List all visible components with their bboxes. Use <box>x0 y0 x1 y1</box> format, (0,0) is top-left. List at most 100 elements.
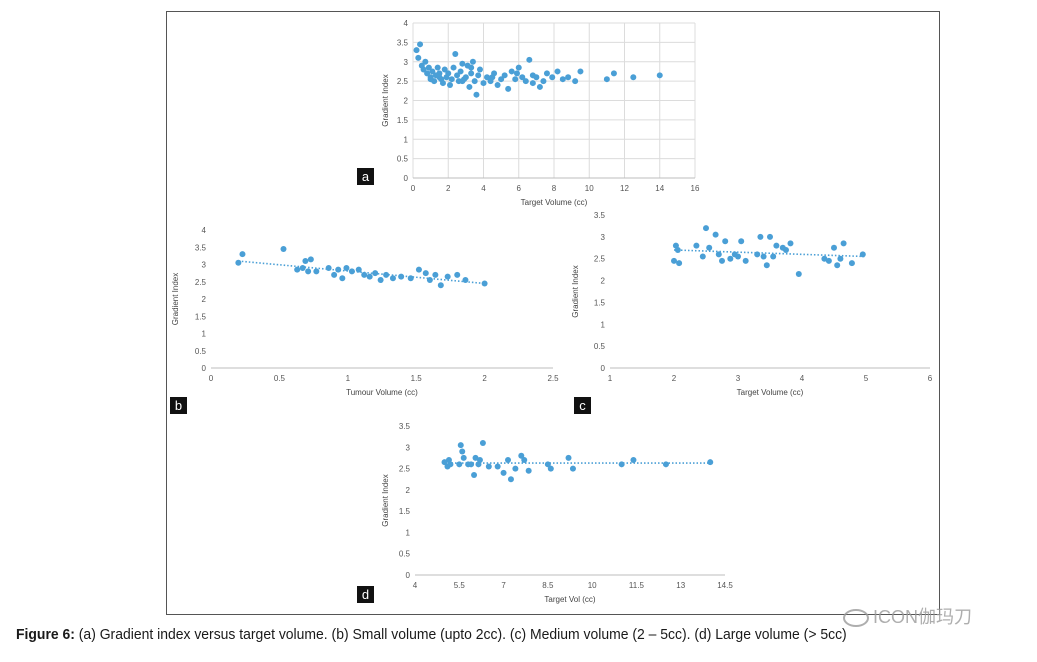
data-point <box>481 280 488 287</box>
data-point <box>722 238 729 245</box>
data-point <box>699 253 706 260</box>
data-point <box>447 461 454 468</box>
x-tick-label: 7 <box>501 581 506 590</box>
data-point <box>540 78 547 85</box>
data-point <box>434 64 441 71</box>
data-point <box>735 253 741 260</box>
y-tick-label: 2.5 <box>594 255 606 264</box>
data-point <box>479 440 486 447</box>
x-tick-label: 5 <box>864 374 869 383</box>
x-tick-label: 3 <box>736 374 741 383</box>
y-tick-label: 1 <box>202 330 207 339</box>
data-point <box>712 231 719 238</box>
data-point <box>630 74 637 81</box>
data-point <box>372 270 379 277</box>
y-tick-label: 3 <box>202 261 207 270</box>
y-tick-label: 0 <box>406 571 411 580</box>
data-point <box>468 461 475 468</box>
data-point <box>501 72 508 79</box>
y-tick-label: 1.5 <box>594 298 606 307</box>
data-point <box>422 58 429 65</box>
y-tick-label: 3.5 <box>195 243 207 252</box>
x-axis-title: Target Vol (cc) <box>544 595 595 604</box>
data-point <box>505 85 512 92</box>
data-point <box>475 72 482 79</box>
data-point <box>355 266 362 273</box>
data-point <box>415 54 422 61</box>
data-point <box>603 76 610 83</box>
y-tick-label: 0.5 <box>399 550 411 559</box>
data-point <box>459 60 466 67</box>
data-point <box>422 270 429 277</box>
data-point <box>754 251 761 258</box>
data-point <box>831 244 837 251</box>
data-point <box>512 465 519 472</box>
data-point <box>738 238 745 245</box>
data-point <box>448 76 455 83</box>
data-point <box>468 64 475 71</box>
data-point <box>547 465 554 472</box>
data-point <box>473 91 480 98</box>
data-point <box>577 68 584 75</box>
x-tick-label: 2 <box>446 184 451 193</box>
data-point <box>522 78 529 85</box>
x-tick-label: 14 <box>655 184 664 193</box>
data-point <box>840 240 847 247</box>
data-point <box>543 70 550 77</box>
data-point <box>444 273 451 280</box>
chart-c: 0 0.5 1 1.5 2 2.5 3 3.5 1 2 3 4 5 6 Target Volume (cc)… <box>571 211 933 397</box>
data-point <box>383 271 390 278</box>
data-point <box>529 80 536 87</box>
data-point <box>456 461 463 468</box>
trendline <box>238 260 485 285</box>
data-point <box>459 448 466 455</box>
data-point <box>452 51 459 57</box>
data-point <box>505 457 511 464</box>
data-point <box>519 74 526 81</box>
data-point <box>515 64 522 71</box>
data-point <box>494 82 501 88</box>
x-tick-label: 8 <box>552 184 557 193</box>
data-point <box>825 257 832 264</box>
data-point <box>719 257 725 264</box>
data-point <box>676 260 683 267</box>
y-tick-label: 1 <box>601 320 606 329</box>
x-tick-label: 1.5 <box>411 374 423 383</box>
data-point <box>773 242 780 249</box>
x-tick-label: 0 <box>411 184 416 193</box>
y-tick-label: 0 <box>404 174 409 183</box>
x-tick-label: 0 <box>209 374 214 383</box>
chart-d: 00.511.522.533.54 5.5 7 8.5 10 11.5 13 14.5Targ… <box>381 422 733 604</box>
data-point <box>426 277 433 284</box>
y-tick-label: 2.5 <box>397 77 409 86</box>
data-point <box>715 251 722 258</box>
data-point <box>343 264 350 271</box>
chart-a: 0 0.5 1 1.5 2 2.5 3 3.5 4 0 2 4 6 8 10 12 14 16 Target Vol… <box>381 19 700 207</box>
data-point <box>507 476 514 483</box>
data-point <box>415 266 422 273</box>
data-point <box>424 70 431 77</box>
y-tick-label: 0.5 <box>397 155 409 164</box>
data-point <box>795 271 802 278</box>
y-tick-label: 2.5 <box>195 278 207 287</box>
data-point <box>565 454 572 461</box>
data-point <box>610 70 617 77</box>
data-point <box>757 233 764 240</box>
panel-label-b: b <box>170 397 187 414</box>
data-point <box>662 461 669 468</box>
data-point <box>466 83 473 90</box>
panel-label-c: c <box>574 397 591 414</box>
data-point <box>525 467 532 474</box>
x-tick-label: 5.5 <box>454 581 466 590</box>
data-point <box>429 68 436 75</box>
data-point <box>630 457 637 464</box>
x-axis-title: Target Volume (cc) <box>521 198 588 207</box>
x-tick-label: 10 <box>588 581 597 590</box>
data-point <box>518 452 525 459</box>
data-point <box>413 47 420 54</box>
figure-caption: Figure 6: (a) Gradient index versus targ… <box>16 626 847 643</box>
data-point <box>508 68 515 75</box>
data-point <box>361 271 368 278</box>
watermark-text: ICON伽玛刀 <box>873 607 972 627</box>
x-tick-label: 4 <box>413 581 418 590</box>
